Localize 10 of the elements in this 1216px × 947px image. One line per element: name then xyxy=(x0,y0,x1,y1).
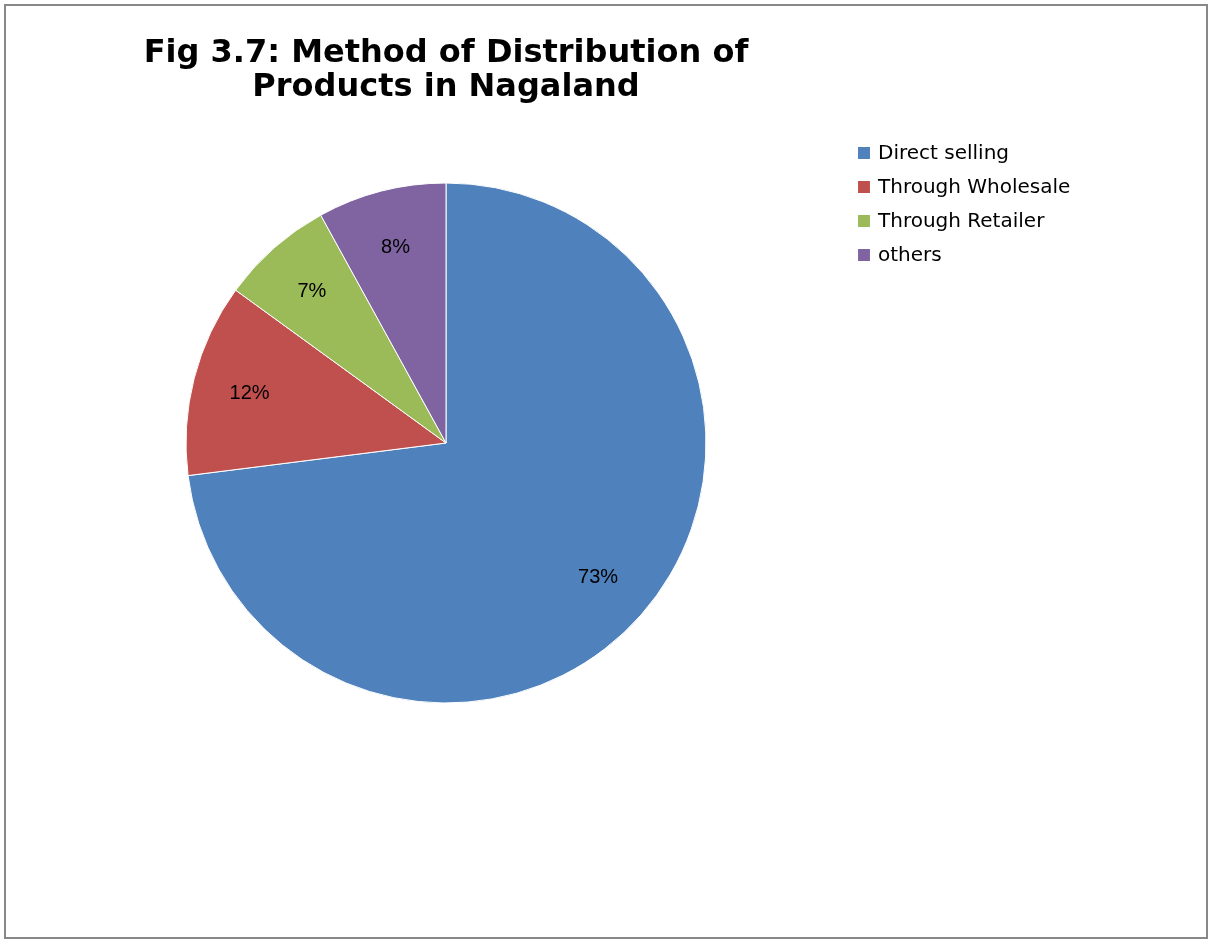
legend-label: Direct selling xyxy=(878,140,1010,164)
chart-title: Fig 3.7: Method of Distribution of Products in Nagaland xyxy=(143,32,750,104)
data-label: 7% xyxy=(297,278,327,301)
data-label: 8% xyxy=(381,234,411,257)
data-label: 12% xyxy=(229,380,270,403)
pie-slice xyxy=(187,182,707,704)
legend-label: Through Retailer xyxy=(877,208,1046,232)
legend-label: others xyxy=(878,242,942,266)
data-label: 73% xyxy=(578,565,619,588)
legend-label: Through Wholesale xyxy=(877,174,1071,198)
